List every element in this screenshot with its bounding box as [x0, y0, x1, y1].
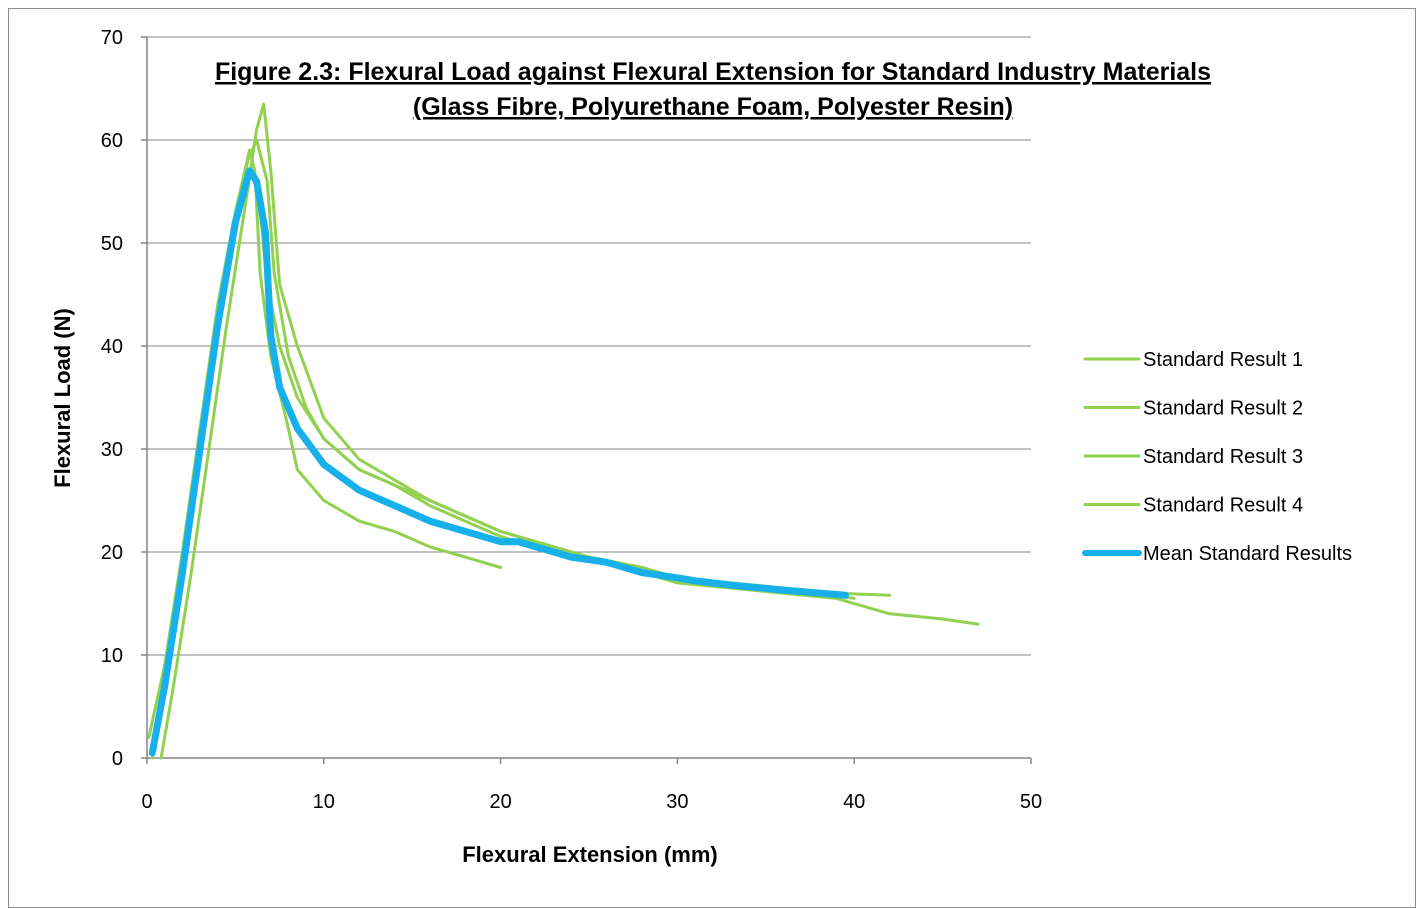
y-tick-label: 70 — [101, 27, 123, 49]
x-axis-title: Flexural Extension (mm) — [462, 842, 718, 867]
legend-label: Mean Standard Results — [1143, 543, 1352, 565]
y-tick-label: 0 — [112, 748, 123, 770]
y-tick-label: 20 — [101, 542, 123, 564]
series-line-4 — [149, 169, 856, 755]
series-line-mean — [148, 167, 849, 757]
legend-label: Standard Result 1 — [1143, 349, 1303, 371]
x-tick-label: 20 — [489, 791, 511, 813]
chart-title-line2: (Glass Fibre, Polyurethane Foam, Polyest… — [413, 93, 1013, 121]
legend-label: Standard Result 3 — [1143, 446, 1303, 468]
series-group — [147, 102, 980, 760]
x-tick-label: 40 — [843, 791, 865, 813]
axis-ticks: 0 10 20 30 40 50 60 70 0 10 20 30 40 50 — [101, 27, 1042, 813]
y-tick-label: 40 — [101, 336, 123, 358]
y-tick-label: 10 — [101, 645, 123, 667]
x-tick-label: 0 — [141, 791, 152, 813]
chart-title-line1: Figure 2.3: Flexural Load against Flexur… — [215, 58, 1211, 86]
gridlines — [147, 36, 1031, 656]
x-tick-label: 30 — [666, 791, 688, 813]
legend-label: Standard Result 2 — [1143, 398, 1303, 420]
x-tick-label: 50 — [1020, 791, 1042, 813]
series-line-2 — [159, 102, 980, 760]
y-axis-title: Flexural Load (N) — [50, 308, 75, 488]
legend: Standard Result 1 Standard Result 2 Standa… — [1082, 349, 1352, 565]
y-tick-label: 30 — [101, 439, 123, 461]
y-tick-label: 60 — [101, 130, 123, 152]
y-tick-label: 50 — [101, 233, 123, 255]
x-tick-label: 10 — [313, 791, 335, 813]
legend-label: Standard Result 4 — [1143, 495, 1303, 517]
